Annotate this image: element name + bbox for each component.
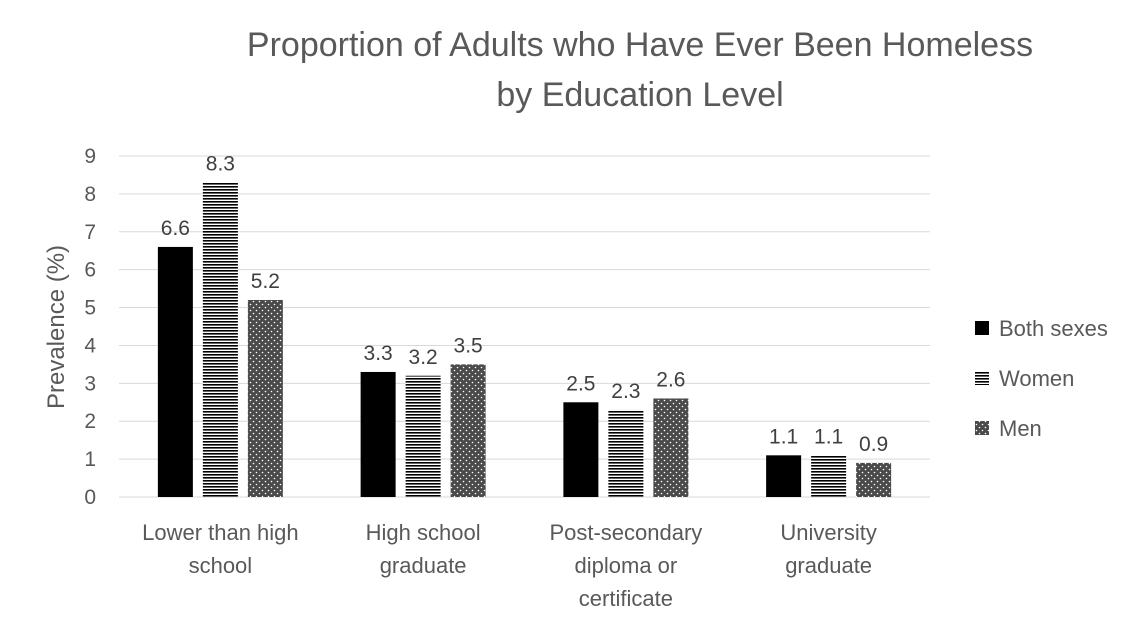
- data-label: 6.6: [161, 217, 190, 240]
- y-tick-label: 5: [84, 297, 96, 320]
- y-tick-label: 7: [84, 221, 96, 244]
- y-tick-label: 3: [84, 372, 96, 395]
- category-label: High school: [366, 520, 481, 545]
- chart-title: Proportion of Adults who Have Ever Been …: [247, 26, 1033, 114]
- category-label: school: [189, 553, 253, 578]
- bar-both-sexes-3: [766, 455, 802, 497]
- category-label: diploma or: [575, 553, 678, 578]
- y-tick-label: 2: [84, 410, 96, 433]
- category-label: University: [780, 520, 877, 545]
- y-axis-ticks: 0 1 2 3 4 5 6 7 8 9: [84, 145, 96, 509]
- bar-women-3: [811, 455, 847, 497]
- y-axis-title: Prevalence (%): [43, 245, 70, 409]
- legend-label: Both sexes: [999, 316, 1108, 341]
- data-label: 8.3: [206, 153, 235, 176]
- bar-men-0: [247, 299, 283, 497]
- x-axis-categories: Lower than high school High school graduate…: [142, 520, 877, 611]
- data-label: 2.5: [566, 372, 595, 395]
- bar-men-1: [450, 364, 486, 497]
- legend-label: Men: [999, 416, 1042, 441]
- y-tick-label: 1: [84, 448, 96, 471]
- gridlines: [119, 155, 930, 498]
- category-label: Lower than high: [142, 520, 299, 545]
- bar-men-3: [856, 462, 892, 497]
- bar-both-sexes-0: [157, 246, 193, 497]
- data-label: 1.1: [814, 425, 843, 448]
- data-label: 0.9: [859, 433, 888, 456]
- y-tick-label: 0: [84, 486, 96, 509]
- category-label: Post-secondary: [549, 520, 702, 545]
- legend-swatch-women: [975, 371, 989, 385]
- chart-title-line-2: by Education Level: [496, 76, 783, 114]
- category-label: graduate: [785, 553, 872, 578]
- legend: Both sexes Women Men: [975, 316, 1108, 441]
- data-label: 1.1: [769, 425, 798, 448]
- y-tick-label: 8: [84, 183, 96, 206]
- bar-women-2: [608, 409, 644, 497]
- data-label: 3.2: [409, 346, 438, 369]
- bars: [157, 182, 892, 497]
- category-label: graduate: [380, 553, 467, 578]
- chart-title-line-1: Proportion of Adults who Have Ever Been …: [247, 26, 1033, 64]
- y-tick-label: 9: [84, 145, 96, 168]
- bar-both-sexes-2: [563, 402, 599, 497]
- y-tick-label: 6: [84, 259, 96, 282]
- legend-label: Women: [999, 366, 1074, 391]
- data-label: 3.3: [364, 342, 393, 365]
- bar-men-2: [653, 398, 689, 497]
- bar-women-1: [405, 375, 441, 497]
- data-labels: 6.6 8.3 5.2 3.3 3.2 3.5 2.5 2.3 2.6 1.1 1.1 0.9: [161, 153, 888, 456]
- bar-women-0: [202, 182, 238, 497]
- legend-swatch-both-sexes: [975, 321, 989, 335]
- data-label: 3.5: [454, 334, 483, 357]
- category-label: certificate: [579, 586, 673, 611]
- bar-both-sexes-1: [360, 371, 396, 497]
- data-label: 5.2: [251, 270, 280, 293]
- data-label: 2.3: [611, 380, 640, 403]
- legend-swatch-men: [975, 421, 989, 435]
- y-tick-label: 4: [84, 334, 96, 357]
- data-label: 2.6: [656, 368, 685, 391]
